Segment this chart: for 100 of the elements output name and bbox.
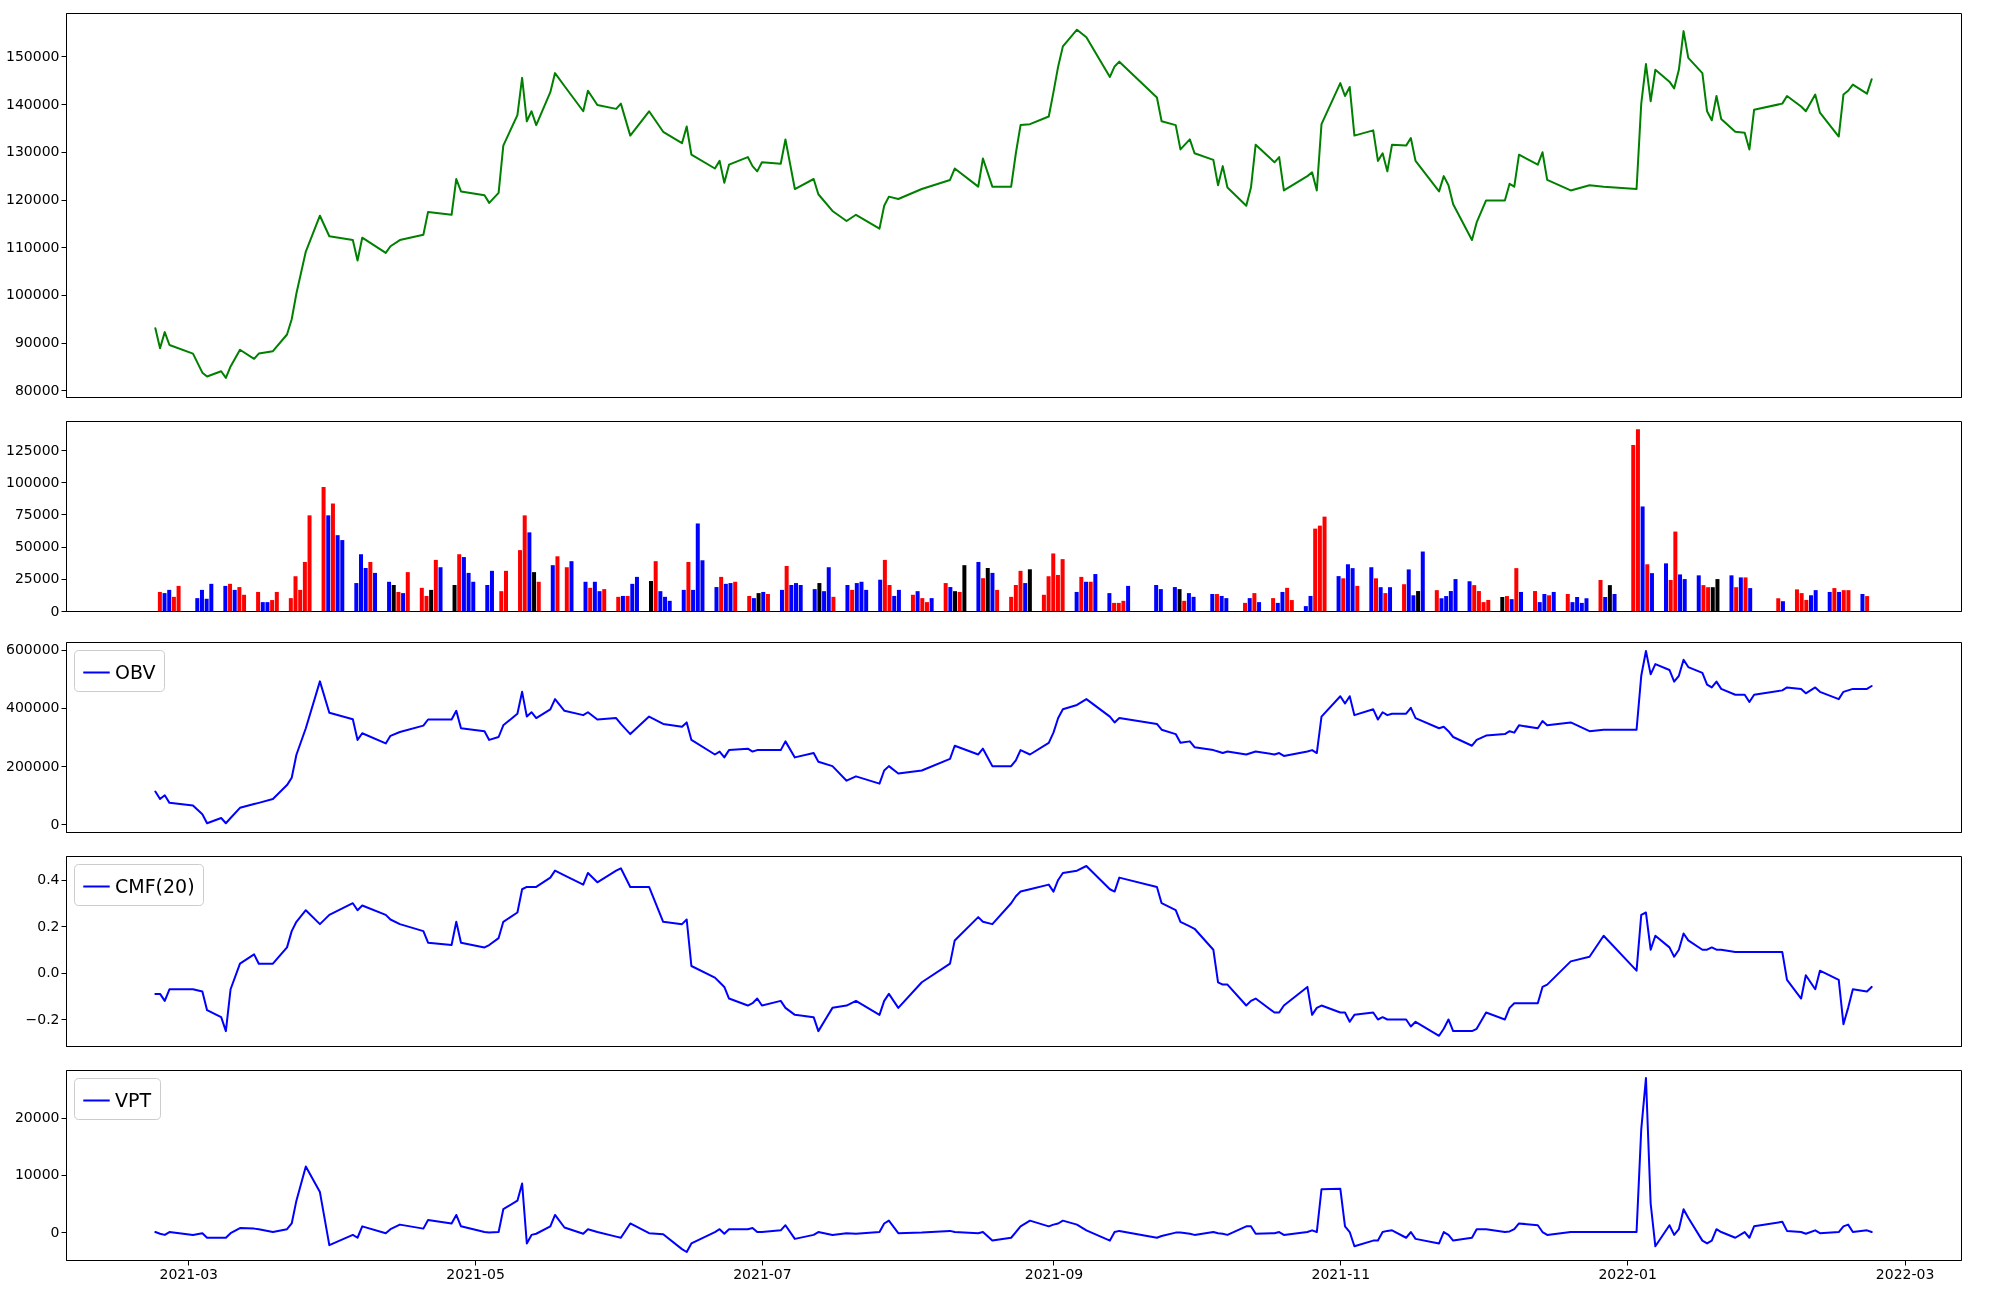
bar xyxy=(1018,570,1023,611)
bar xyxy=(616,596,621,611)
bar xyxy=(396,591,401,611)
bar xyxy=(602,589,607,611)
bar xyxy=(1799,593,1804,611)
bar xyxy=(789,585,794,611)
bar xyxy=(368,561,373,611)
bar xyxy=(1509,599,1514,611)
bar xyxy=(1635,429,1640,611)
y-tick-label: 400000 xyxy=(6,699,60,716)
bar xyxy=(1533,591,1538,611)
y-tick-label: 0 xyxy=(50,815,60,832)
bar xyxy=(681,589,686,611)
y-tick-label: 50000 xyxy=(14,538,60,555)
bar xyxy=(1673,531,1678,611)
x-tick-label: 2021-11 xyxy=(1311,1265,1371,1282)
bar xyxy=(761,591,766,611)
bar xyxy=(1860,594,1865,611)
bar xyxy=(1093,574,1098,611)
bar xyxy=(1074,591,1079,611)
line-series xyxy=(154,650,1873,825)
bar xyxy=(948,587,953,611)
legend-label: OBV xyxy=(115,660,156,683)
bar xyxy=(1701,585,1706,611)
bar xyxy=(1243,602,1248,611)
bar xyxy=(1107,593,1112,611)
bar xyxy=(910,594,915,611)
bar xyxy=(232,589,237,611)
y-tick-label: 90000 xyxy=(14,334,60,351)
bar xyxy=(564,567,569,611)
bar xyxy=(695,523,700,611)
bar xyxy=(419,587,424,611)
bar xyxy=(686,561,691,611)
bar xyxy=(1280,591,1285,611)
bar xyxy=(1486,599,1491,611)
bar xyxy=(1504,596,1509,611)
bar xyxy=(653,561,658,611)
x-tick-label: 2021-09 xyxy=(1024,1265,1084,1282)
bar xyxy=(728,583,733,611)
y-tick-label: 150000 xyxy=(6,47,60,64)
bar xyxy=(957,591,962,611)
bar xyxy=(779,589,784,611)
bar xyxy=(784,565,789,611)
bar xyxy=(1837,591,1842,611)
bar xyxy=(1865,596,1870,611)
bar xyxy=(1649,573,1654,611)
bar xyxy=(1603,596,1608,611)
bar xyxy=(1420,551,1425,611)
bar xyxy=(1341,578,1346,611)
bar xyxy=(1729,575,1734,611)
bar xyxy=(733,581,738,611)
bar xyxy=(1664,563,1668,611)
bar xyxy=(625,595,630,611)
bar xyxy=(1542,594,1547,611)
bar xyxy=(489,570,494,611)
y-tick-label: 600000 xyxy=(6,641,60,658)
y-tick-label: 200000 xyxy=(6,757,60,774)
bar xyxy=(1084,581,1088,611)
bar xyxy=(228,583,233,611)
bar xyxy=(1378,587,1383,611)
bar xyxy=(167,589,172,611)
bar xyxy=(859,581,864,611)
bar xyxy=(826,567,831,611)
bar xyxy=(1738,577,1743,611)
y-tick-label: 120000 xyxy=(6,191,60,208)
bar xyxy=(812,589,817,611)
bar xyxy=(555,556,560,611)
bar xyxy=(293,576,298,611)
bar xyxy=(1514,568,1519,611)
bar xyxy=(1051,553,1056,611)
line-series xyxy=(154,1076,1873,1254)
bar xyxy=(1780,601,1785,611)
bar xyxy=(307,515,312,611)
bar xyxy=(1369,567,1374,611)
bar xyxy=(457,554,462,611)
bar xyxy=(920,598,925,611)
bar xyxy=(527,532,532,611)
bar xyxy=(1584,598,1589,611)
bar xyxy=(569,561,574,611)
bar xyxy=(1355,585,1360,611)
y-tick-label: 0.0 xyxy=(37,964,60,981)
bar xyxy=(831,596,836,611)
bar xyxy=(1224,598,1229,611)
bar xyxy=(1453,579,1458,611)
bar xyxy=(1402,584,1407,611)
y-tick-label: 80000 xyxy=(14,381,60,398)
bar xyxy=(330,503,335,611)
x-tick-label: 2022-01 xyxy=(1598,1265,1657,1282)
bar xyxy=(1846,590,1851,611)
bar xyxy=(326,515,331,611)
bar xyxy=(1210,594,1215,611)
bar xyxy=(1612,594,1617,611)
y-tick-label: 75000 xyxy=(14,505,60,522)
bar xyxy=(588,587,593,611)
bar xyxy=(1696,575,1701,611)
bar xyxy=(1116,602,1121,611)
bar xyxy=(1388,587,1393,611)
bar xyxy=(387,581,392,611)
bar xyxy=(583,581,588,611)
bar xyxy=(1640,506,1645,611)
